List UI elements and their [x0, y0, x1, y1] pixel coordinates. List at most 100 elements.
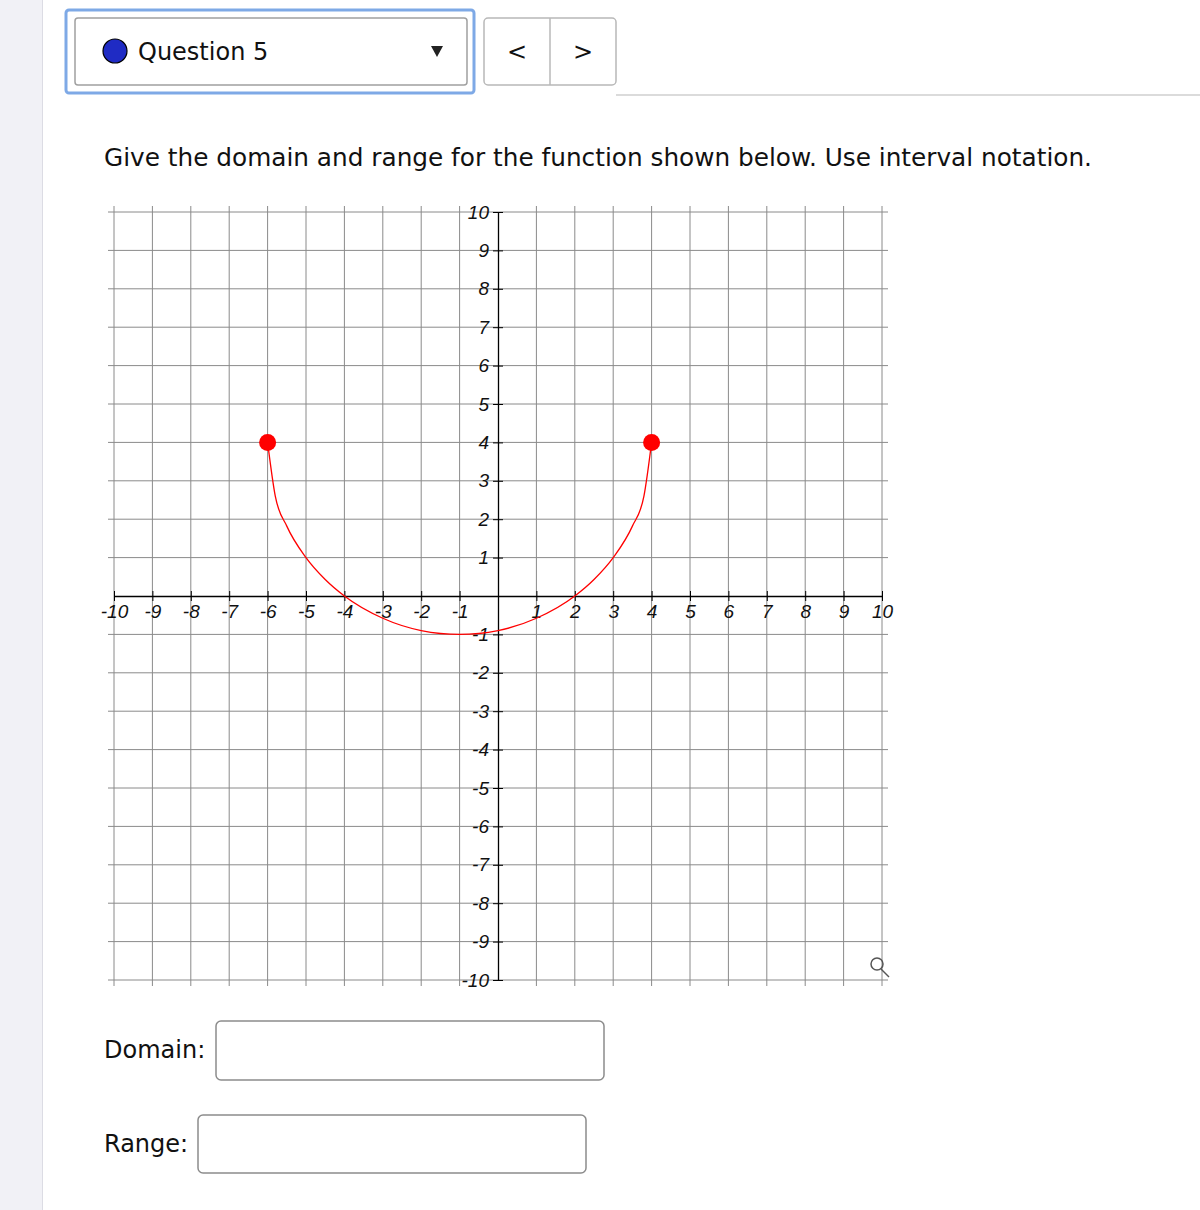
tick-label: -8 [472, 893, 489, 914]
tick: -4 [472, 739, 503, 760]
question-select[interactable] [75, 18, 467, 85]
tick-mark [844, 591, 845, 601]
tick-label: 6 [478, 355, 489, 376]
tick: 6 [478, 355, 503, 376]
tick: 9 [839, 591, 850, 622]
tick-label: -4 [472, 739, 489, 760]
tick: 1 [478, 547, 503, 568]
answer-input[interactable] [216, 1021, 604, 1080]
tick-mark [493, 558, 503, 559]
tick-mark [493, 903, 503, 904]
tick: 2 [477, 509, 503, 530]
tick: 7 [478, 317, 503, 338]
endpoint [259, 434, 276, 451]
tick-mark [493, 750, 503, 751]
tick-label: -1 [472, 624, 489, 645]
tick-label: -2 [413, 601, 430, 622]
tick-mark [493, 289, 503, 290]
tick-mark [383, 591, 384, 601]
tick: -2 [413, 591, 430, 622]
tick-label: -5 [472, 778, 489, 799]
tick-mark [805, 591, 806, 601]
tick-mark [728, 591, 729, 601]
grid [108, 206, 888, 986]
tick-label: 4 [647, 601, 658, 622]
tick: -10 [101, 591, 129, 622]
tick-label: -3 [375, 601, 392, 622]
tick-mark [493, 826, 503, 827]
tick: -8 [183, 591, 200, 622]
function-curve [268, 442, 652, 634]
tick-label: -6 [260, 601, 277, 622]
tick-mark [493, 250, 503, 251]
tick: -3 [472, 701, 503, 722]
grid-line-x [114, 206, 115, 986]
tick-label: -9 [144, 601, 161, 622]
tick-mark [229, 591, 230, 601]
tick-label: 3 [608, 601, 619, 622]
tick-label: -10 [101, 601, 129, 622]
tick: -8 [472, 893, 503, 914]
tick: -6 [260, 591, 277, 622]
tick-label: -3 [472, 701, 489, 722]
answer-input[interactable] [198, 1115, 586, 1173]
tick-mark [493, 711, 503, 712]
tick-mark [652, 591, 653, 601]
tick-label: 5 [478, 394, 489, 415]
tick-mark [493, 865, 503, 866]
tick-label: 10 [468, 202, 490, 223]
tick-mark [268, 591, 269, 601]
page: Question 5 < > Give the domain and range fo… [0, 0, 1200, 1210]
tick-label: 2 [569, 601, 581, 622]
tick-mark [767, 591, 768, 601]
tick-label: 4 [478, 432, 489, 453]
next-button[interactable]: > [573, 38, 593, 66]
tick-label: -6 [472, 816, 489, 837]
tick: 10 [872, 591, 894, 622]
plot-marks [259, 434, 660, 635]
tick-mark [493, 481, 503, 482]
tick-label: -8 [183, 601, 200, 622]
tick-mark [536, 591, 537, 601]
side-strip-edge [42, 0, 43, 1210]
tick-mark [493, 673, 503, 674]
header-rule [616, 94, 1200, 96]
tick-mark [493, 788, 503, 789]
field-label: Range: [104, 1130, 188, 1158]
prompt: Give the domain and range for the functi… [104, 144, 1092, 172]
tick-label: 6 [724, 601, 735, 622]
side-strip [0, 0, 42, 1210]
x-axis: -10-9-8-7-6-5-4-3-2-112345678910 [101, 591, 894, 622]
tick-mark [460, 591, 461, 601]
tick: -7 [221, 591, 239, 622]
tick-label: -10 [462, 970, 490, 991]
tick-label: 7 [478, 317, 490, 338]
tick-mark [152, 591, 153, 601]
tick-mark [114, 591, 115, 601]
tick: 3 [608, 591, 619, 622]
tick: -9 [472, 931, 503, 952]
tick-mark [306, 591, 307, 601]
chart: -10-9-8-7-6-5-4-3-2-112345678910-10-9-8-… [101, 202, 894, 991]
tick: 7 [762, 591, 774, 622]
y-axis: -10-9-8-7-6-5-4-3-2-112345678910 [462, 202, 503, 991]
tick-label: -7 [221, 601, 239, 622]
prev-button[interactable]: < [507, 38, 527, 66]
tick-mark [421, 591, 422, 601]
tick: -9 [144, 591, 161, 622]
tick-label: -2 [472, 662, 489, 683]
tick-mark [493, 519, 503, 520]
tick-label: 1 [478, 547, 489, 568]
zoom-icon[interactable] [871, 958, 889, 977]
tick: -7 [472, 854, 503, 875]
dropdown-arrow [431, 46, 443, 57]
tick-label: 2 [477, 509, 489, 530]
tick-mark [690, 591, 691, 601]
nav-divider [549, 18, 551, 85]
tick-mark [493, 942, 503, 943]
tick-label: 3 [478, 470, 489, 491]
tick: -2 [472, 662, 503, 683]
tick: 4 [647, 591, 658, 622]
tick: 5 [685, 591, 696, 622]
question-label: Question 5 [138, 38, 268, 66]
